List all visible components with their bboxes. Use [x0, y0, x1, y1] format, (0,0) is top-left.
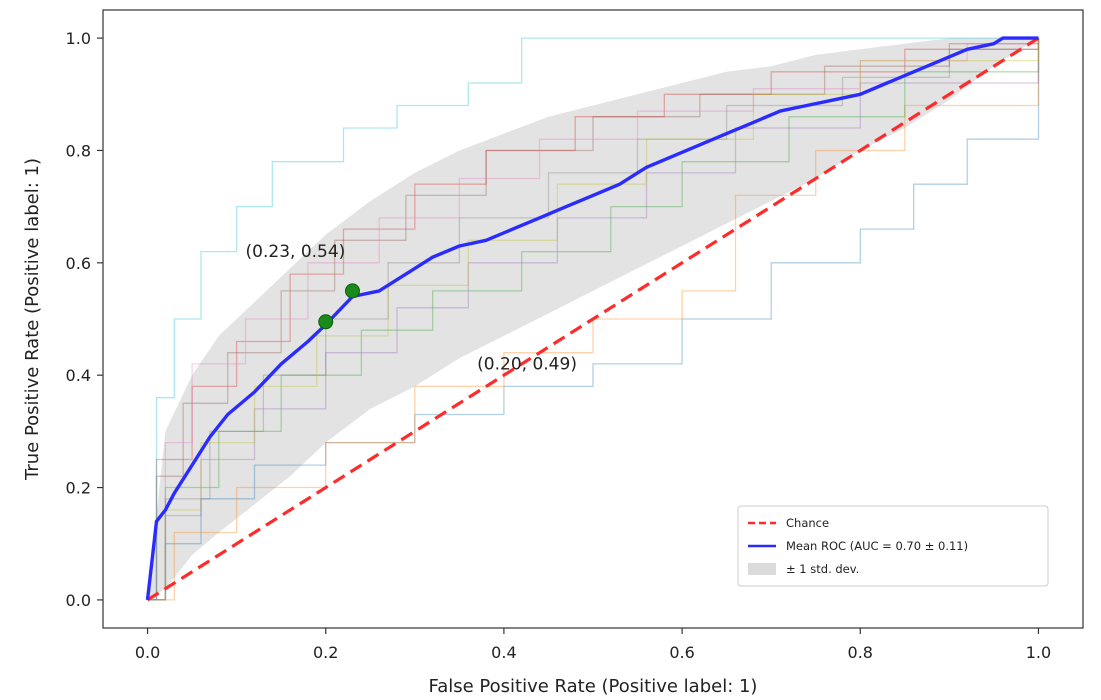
y-tick-label-4: 0.8 — [66, 141, 91, 160]
plot-frame — [102, 9, 1084, 629]
fold-curve-3 — [147, 38, 1040, 601]
legend-box — [737, 505, 1049, 587]
annotation-2: (0.20, 0.49) — [477, 355, 577, 375]
y-tick-label-2: 0.4 — [66, 366, 91, 385]
y-axis-title: True Positive Rate (Positive label: 1) — [22, 158, 43, 481]
marker-point-1 — [344, 283, 360, 299]
fold-curve-5 — [147, 38, 1040, 601]
legend-label-2: Mean ROC (AUC = 0.70 ± 0.11) — [786, 539, 968, 553]
mean-roc-line — [145, 36, 1039, 601]
annotations-layer: (0.23, 0.54) (0.20, 0.49) — [246, 242, 577, 374]
chance-line — [146, 36, 1040, 602]
fold-curve-1 — [147, 38, 1040, 601]
fold-curve-4 — [147, 38, 1040, 601]
chance-line-layer — [146, 36, 1040, 602]
x-tick-label-3: 0.6 — [669, 643, 694, 662]
x-tick-label-4: 0.8 — [848, 643, 873, 662]
legend-label-1: Chance — [786, 516, 829, 530]
marker-point-2 — [318, 314, 334, 330]
fold-curves-layer — [147, 37, 1040, 601]
y-tick-label-3: 0.6 — [66, 254, 91, 273]
mean-roc-layer — [145, 36, 1039, 601]
x-axis-title: False Positive Rate (Positive label: 1) — [429, 676, 758, 697]
y-tick-label-0: 0.0 — [66, 591, 91, 610]
markers-layer — [318, 283, 360, 330]
fold-curve-7 — [147, 38, 1040, 601]
fold-curve-10 — [147, 37, 1039, 601]
legend-swatch-std-band — [748, 563, 776, 575]
fold-curve-8 — [147, 38, 1040, 601]
legend-label-3: ± 1 std. dev. — [786, 562, 859, 576]
x-tick-label-5: 1.0 — [1026, 643, 1051, 662]
fold-curve-2 — [147, 38, 1040, 601]
y-tick-label-1: 0.2 — [66, 479, 91, 498]
fold-curve-6 — [147, 38, 1040, 601]
legend: Chance Mean ROC (AUC = 0.70 ± 0.11) ± 1 st… — [737, 505, 1049, 587]
x-tick-label-1: 0.2 — [313, 643, 338, 662]
x-tick-label-0: 0.0 — [135, 643, 160, 662]
axes-layer: 0.0 0.2 0.4 0.6 0.8 1.0 0.0 0.2 0.4 0.6 0.8 1.0 Fals… — [22, 9, 1084, 697]
annotation-1: (0.23, 0.54) — [246, 242, 346, 262]
y-tick-label-5: 1.0 — [66, 29, 91, 48]
x-tick-label-2: 0.4 — [491, 643, 516, 662]
fold-curve-9 — [147, 38, 1040, 601]
